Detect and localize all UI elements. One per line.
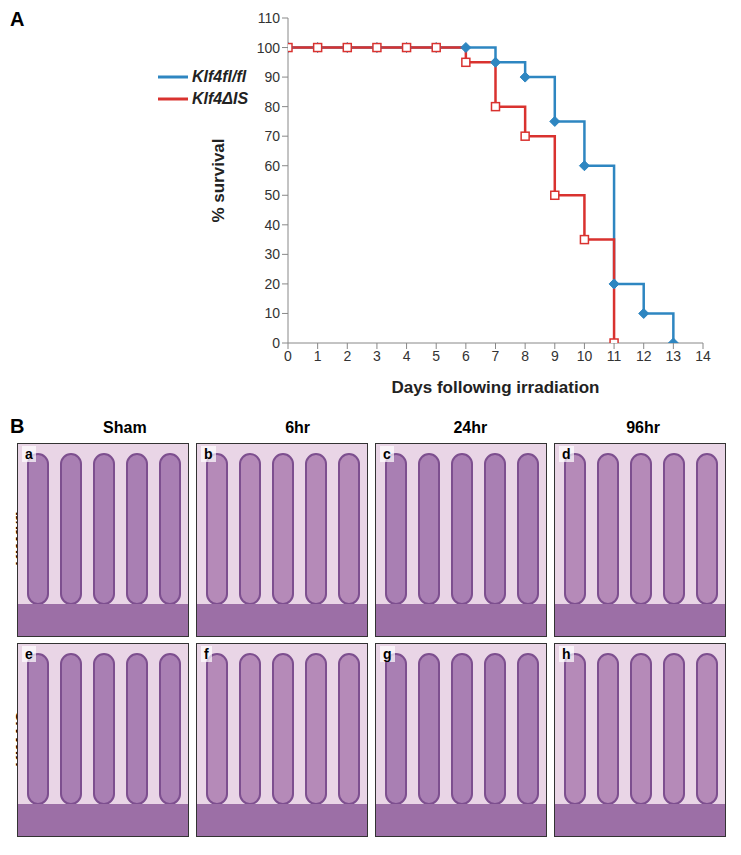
svg-text:3: 3 — [373, 348, 381, 364]
html-text:c: c — [383, 446, 391, 462]
svg-text:11: 11 — [607, 348, 622, 364]
svg-text:0: 0 — [284, 348, 292, 364]
html-text:6hr: 6hr — [285, 419, 311, 436]
svg-text:50: 50 — [264, 187, 280, 203]
html-text:Klf4fl/fl: Klf4fl/fl — [14, 512, 31, 568]
html-text:24hr: 24hr — [453, 419, 488, 436]
svg-text:110: 110 — [258, 10, 281, 26]
html-text:Klf4ΔIS: Klf4ΔIS — [192, 90, 249, 107]
svg-text:80: 80 — [264, 99, 280, 115]
svg-text:5: 5 — [432, 348, 440, 364]
svg-text:60: 60 — [264, 158, 280, 174]
svg-text:2: 2 — [343, 348, 351, 364]
svg-text:70: 70 — [264, 128, 280, 144]
svg-text:13: 13 — [666, 348, 682, 364]
svg-text:6: 6 — [462, 348, 470, 364]
svg-text:7: 7 — [492, 348, 500, 364]
svg-text:Days following irradiation: Days following irradiation — [392, 378, 600, 397]
svg-text:% survival: % survival — [209, 138, 228, 222]
html-text:Klf4fl/fl: Klf4fl/fl — [192, 68, 247, 85]
svg-text:90: 90 — [264, 69, 280, 85]
html-text:e: e — [25, 646, 33, 662]
html-text:b: b — [204, 446, 213, 462]
svg-text:20: 20 — [264, 276, 280, 292]
html-text:f: f — [204, 646, 209, 662]
svg-text:1: 1 — [314, 348, 322, 364]
html-text:B: B — [10, 415, 25, 437]
svg-text:4: 4 — [403, 348, 411, 364]
html-text:h: h — [562, 646, 571, 662]
svg-text:10: 10 — [577, 348, 593, 364]
html-text:96hr: 96hr — [626, 419, 660, 436]
svg-text:40: 40 — [264, 217, 280, 233]
html-text:a: a — [25, 446, 33, 462]
svg-text:10: 10 — [264, 305, 280, 321]
svg-text:14: 14 — [695, 348, 711, 364]
svg-text:12: 12 — [636, 348, 652, 364]
html-text:Klf4ΔIS: Klf4ΔIS — [14, 712, 31, 768]
html-text:g: g — [383, 646, 392, 662]
html-text:A: A — [10, 8, 25, 30]
html-text:Sham: Sham — [103, 419, 147, 436]
svg-text:9: 9 — [551, 348, 559, 364]
svg-text:0: 0 — [272, 335, 280, 351]
svg-text:8: 8 — [521, 348, 529, 364]
svg-text:30: 30 — [264, 246, 280, 262]
html-text:d: d — [562, 446, 571, 462]
svg-text:100: 100 — [257, 40, 281, 56]
